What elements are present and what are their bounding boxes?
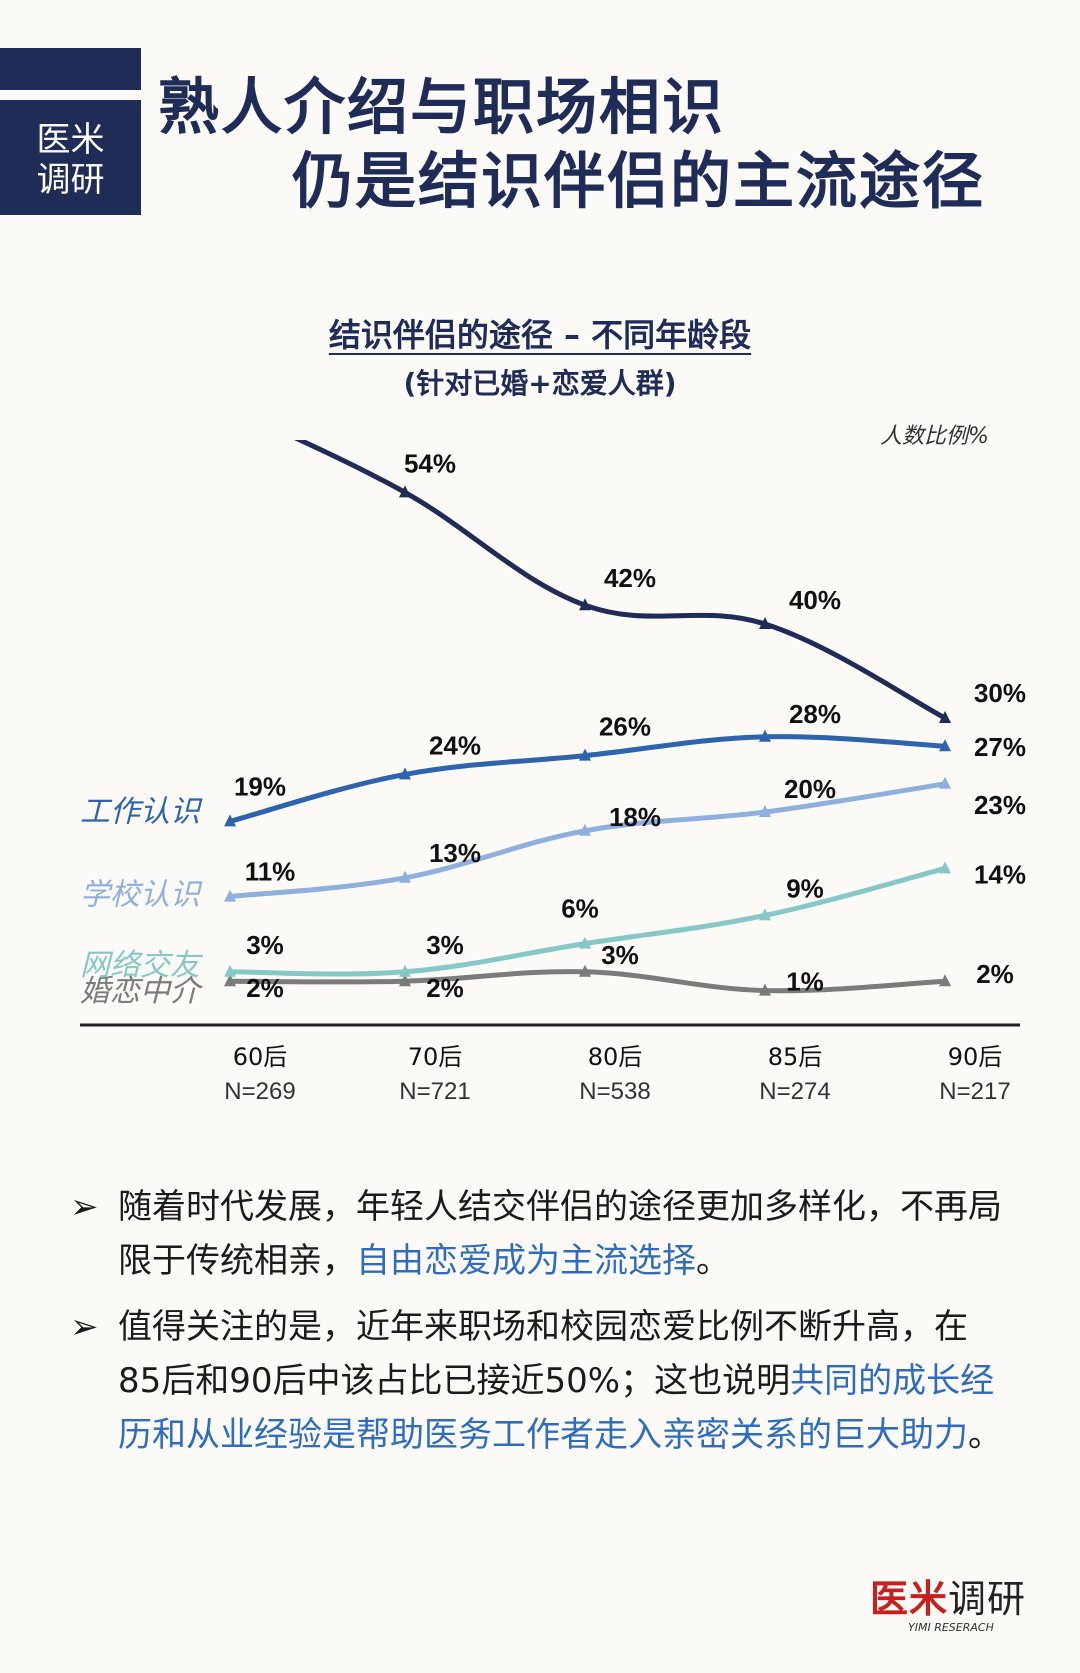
data-label: 20% xyxy=(784,774,836,804)
series-line-学校认识 xyxy=(227,781,948,900)
data-label: 3% xyxy=(426,930,464,960)
data-point-marker xyxy=(939,739,951,752)
data-label: 18% xyxy=(609,802,661,832)
data-point-marker xyxy=(224,889,236,902)
data-point-marker xyxy=(939,776,951,789)
data-point-marker xyxy=(399,485,411,498)
chart-title-text: 结识伴侣的途径 – 不同年龄段 xyxy=(328,316,752,354)
data-point-marker xyxy=(759,617,771,629)
bullet-2: ➢ 值得关注的是，近年来职场和校园恋爱比例不断升高，在85后和90后中该占比已接… xyxy=(70,1300,1010,1462)
series-name-label: 学校认识 xyxy=(80,878,203,913)
data-label: 9% xyxy=(786,873,824,903)
data-point-marker xyxy=(399,870,411,883)
series-name-label: 工作认识 xyxy=(80,794,203,829)
series-name-label: 网络交友 xyxy=(80,948,204,983)
sample-size-label: N=269 xyxy=(224,1078,295,1105)
bullet-1-tail: 。 xyxy=(696,1241,730,1281)
data-label: 28% xyxy=(789,699,841,729)
data-point-marker xyxy=(579,936,591,949)
logo-black: 调研 xyxy=(948,1577,1027,1621)
header-accent-bar xyxy=(0,48,141,90)
badge-line-2: 调研 xyxy=(36,160,105,200)
bullet-1-highlight: 自由恋爱成为主流选择 xyxy=(356,1241,696,1281)
chart-title: 结识伴侣的途径 – 不同年龄段 xyxy=(0,310,1080,356)
data-label: 3% xyxy=(601,940,639,970)
data-label: 19% xyxy=(234,771,286,801)
data-label: 40% xyxy=(789,585,841,615)
unit-label: 人数比例% xyxy=(880,424,989,449)
headline-line-2: 仍是结识伴侣的主流途径 xyxy=(292,146,986,217)
data-point-marker xyxy=(224,974,236,987)
bullet-2-text: 值得关注的是，近年来职场和校园恋爱比例不断升高，在85后和90后中该占比已接近5… xyxy=(118,1300,1010,1462)
series-line-工作认识 xyxy=(227,734,948,824)
logo-red: 医米 xyxy=(870,1576,949,1621)
data-label: 11% xyxy=(245,857,296,887)
data-point-marker xyxy=(224,814,236,827)
data-point-marker xyxy=(759,729,771,742)
sample-size-label: N=274 xyxy=(759,1078,830,1105)
footer-logo: 医米调研 YIMI RESERACH xyxy=(870,1568,1030,1634)
headline-line-1: 熟人介绍与职场相识 xyxy=(158,72,726,143)
bullet-1-body: 随着时代发展，年轻人结交伴侣的途径更加多样化，不再局限于传统相亲， xyxy=(118,1187,1002,1281)
data-point-marker xyxy=(224,964,236,977)
data-label: 54% xyxy=(404,448,456,478)
data-label: 14% xyxy=(974,859,1026,889)
bullet-arrow-icon: ➢ xyxy=(70,1307,99,1347)
data-label: 42% xyxy=(604,563,656,593)
data-label: 27% xyxy=(974,732,1026,762)
data-label: 2% xyxy=(976,959,1014,989)
bullet-2-body: 值得关注的是，近年来职场和校园恋爱比例不断升高，在85后和90后中该占比已接近5… xyxy=(118,1307,968,1401)
brand-badge: 医米 调研 xyxy=(0,100,141,215)
data-point-marker xyxy=(579,598,591,611)
sample-size-label: N=538 xyxy=(579,1078,650,1105)
logo-wordmark: 医米调研 xyxy=(870,1568,1030,1623)
data-point-marker xyxy=(939,861,951,874)
data-label: 2% xyxy=(426,973,464,1003)
data-point-marker xyxy=(399,974,411,987)
data-label: 30% xyxy=(974,678,1026,708)
series-name-label: 婚恋中介 xyxy=(80,974,203,1009)
data-point-marker xyxy=(579,823,591,836)
bullet-2-highlight: 共同的成长经历和从业经验是帮助医务工作者走入亲密关系的巨大助力 xyxy=(118,1361,995,1455)
data-label: 23% xyxy=(974,790,1026,820)
bullet-1: ➢ 随着时代发展，年轻人结交伴侣的途径更加多样化，不再局限于传统相亲，自由恋爱成… xyxy=(70,1180,1010,1288)
data-point-marker xyxy=(759,908,771,921)
bullet-2-tail: 。 xyxy=(968,1415,1002,1455)
data-point-marker xyxy=(399,767,411,780)
data-point-marker xyxy=(939,974,951,987)
data-label: 24% xyxy=(429,730,481,760)
bullet-arrow-icon: ➢ xyxy=(70,1187,99,1227)
badge-line-1: 医米 xyxy=(36,120,105,160)
data-point-marker xyxy=(759,805,771,817)
x-tick-label: 90后 xyxy=(948,1043,1003,1071)
data-label: 2% xyxy=(246,973,284,1003)
chart-subtitle: (针对已婚+恋爱人群) xyxy=(403,367,677,400)
sample-size-label: N=721 xyxy=(399,1078,470,1105)
data-label: 3% xyxy=(246,930,284,960)
data-label: 1% xyxy=(786,967,824,997)
data-point-marker xyxy=(579,748,591,761)
data-label: 26% xyxy=(599,712,651,742)
sample-size-label: N=217 xyxy=(939,1078,1010,1105)
x-tick-label: 60后 xyxy=(233,1043,288,1071)
data-label: 13% xyxy=(429,838,481,868)
data-point-marker xyxy=(399,964,411,977)
data-label: 6% xyxy=(561,894,599,924)
x-tick-label: 80后 xyxy=(588,1043,643,1071)
x-tick-label: 85后 xyxy=(768,1043,823,1071)
series-line-亲友介绍 xyxy=(294,440,948,721)
logo-subtitle: YIMI RESERACH xyxy=(908,1621,994,1634)
data-point-marker xyxy=(579,964,591,977)
x-tick-label: 70后 xyxy=(408,1043,463,1071)
bullet-1-text: 随着时代发展，年轻人结交伴侣的途径更加多样化，不再局限于传统相亲，自由恋爱成为主… xyxy=(118,1180,1010,1288)
data-point-marker xyxy=(939,711,951,723)
data-point-marker xyxy=(759,983,771,996)
